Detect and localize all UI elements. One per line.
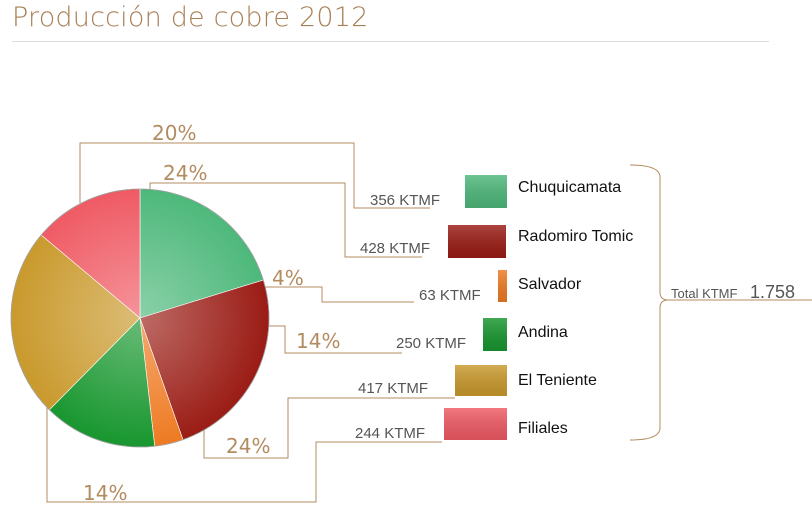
- percent-label-radomiro-tomic: 24%: [163, 161, 207, 185]
- legend-swatch-shade-radomiro-tomic: [448, 225, 506, 258]
- value-label-radomiro-tomic: 428 KTMF: [360, 240, 430, 257]
- legend-label-salvador: Salvador: [518, 276, 582, 293]
- leader-line-salvador: [261, 286, 414, 303]
- value-label-chuquicamata: 356 KTMF: [370, 192, 440, 209]
- total-bracket: [629, 164, 812, 441]
- leader-line-andina: [262, 325, 402, 354]
- legend-label-chuquicamata: Chuquicamata: [518, 179, 621, 196]
- percent-label-andina: 14%: [296, 329, 340, 353]
- leader-line-filiales: [46, 385, 442, 503]
- legend-label-el-teniente: El Teniente: [518, 372, 597, 389]
- legend-swatch-shade-salvador: [498, 270, 507, 302]
- legend-label-radomiro-tomic: Radomiro Tomic: [518, 228, 633, 245]
- title-divider: [12, 41, 769, 42]
- value-label-filiales: 244 KTMF: [355, 425, 425, 442]
- legend-swatch-shade-filiales: [444, 408, 507, 440]
- leader-line-radomiro-tomic: [149, 182, 422, 258]
- legend-swatch-shade-andina: [483, 318, 507, 351]
- percent-label-el-teniente: 24%: [226, 434, 270, 458]
- total-value: 1.758: [750, 282, 795, 302]
- legend-label-filiales: Filiales: [518, 420, 568, 437]
- value-label-andina: 250 KTMF: [396, 335, 466, 352]
- page-title: Producción de cobre 2012: [12, 2, 369, 33]
- percent-label-filiales: 14%: [83, 481, 127, 505]
- value-label-salvador: 63 KTMF: [419, 287, 481, 304]
- percent-label-chuquicamata: 20%: [152, 121, 196, 145]
- total-label: Total KTMF: [671, 286, 738, 301]
- legend-swatch-shade-el-teniente: [455, 365, 507, 396]
- value-label-el-teniente: 417 KTMF: [358, 380, 428, 397]
- leader-line-chuquicamata: [79, 142, 430, 209]
- percent-label-salvador: 4%: [272, 266, 304, 290]
- legend-swatch-shade-chuquicamata: [465, 175, 507, 208]
- pie-outline: [10, 188, 270, 448]
- legend-label-andina: Andina: [518, 324, 568, 341]
- leader-line-el-teniente: [203, 397, 455, 459]
